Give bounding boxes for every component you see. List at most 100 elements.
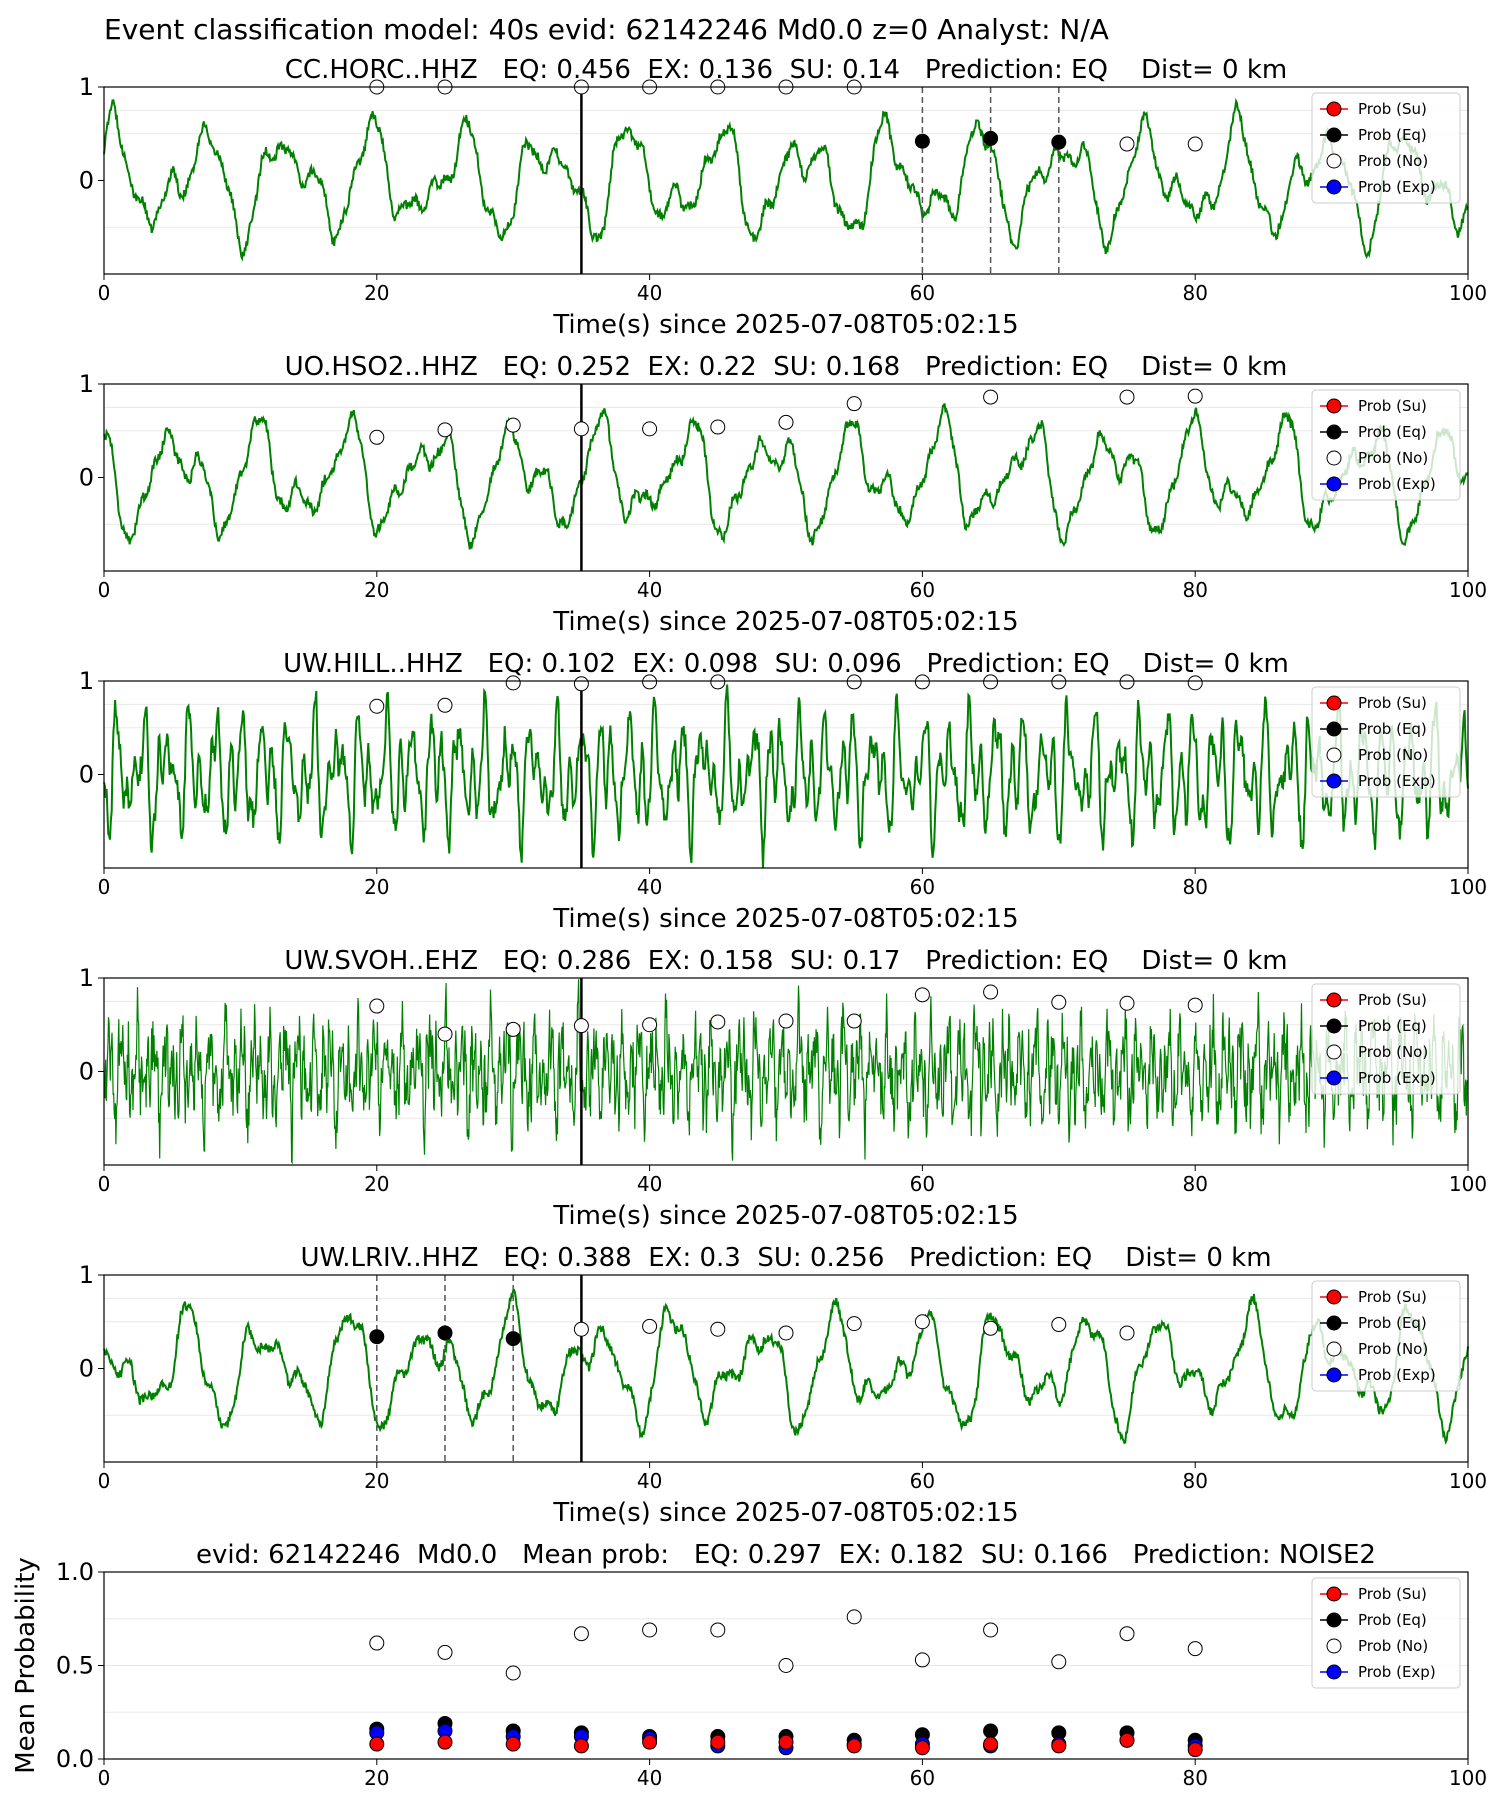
legend-label: Prob (Exp): [1358, 1366, 1436, 1384]
prob-no-point: [505, 1665, 521, 1681]
x-tick-label: 40: [637, 1172, 662, 1196]
prob-no-point: [983, 1320, 999, 1336]
legend-marker: [1326, 1044, 1342, 1060]
prob-su-point: [437, 1734, 453, 1750]
prob-no-point: [573, 676, 589, 692]
prob-su-point: [983, 1736, 999, 1752]
x-tick-label: 80: [1182, 1172, 1207, 1196]
prob-su-point: [1187, 1742, 1203, 1758]
legend-marker: [1326, 476, 1342, 492]
y-tick-label: 1.0: [56, 1558, 94, 1586]
legend-label: Prob (Su): [1358, 100, 1427, 118]
prob-no-point: [846, 1013, 862, 1029]
waveform-trace: [103, 403, 1469, 550]
legend-marker: [1326, 1070, 1342, 1086]
prob-eq-point: [914, 133, 930, 149]
legend-label: Prob (Su): [1358, 1585, 1427, 1603]
prob-no-point: [710, 1321, 726, 1337]
prob-no-point: [369, 998, 385, 1014]
x-tick-label: 100: [1449, 1172, 1487, 1196]
prob-no-point: [846, 1316, 862, 1332]
prob-no-point: [437, 422, 453, 438]
legend-marker: [1326, 1341, 1342, 1357]
prob-su-point: [710, 1734, 726, 1750]
x-tick-label: 40: [637, 578, 662, 602]
prob-no-point: [1119, 136, 1135, 152]
x-tick-label: 40: [637, 875, 662, 899]
y-tick-label: 0: [79, 167, 94, 195]
prob-no-point: [778, 1658, 794, 1673]
legend-marker: [1326, 101, 1342, 117]
y-tick-label: 0.0: [56, 1745, 94, 1773]
legend-label: Prob (Exp): [1358, 475, 1436, 493]
x-tick-label: 20: [364, 1172, 389, 1196]
legend-label: Prob (Eq): [1358, 423, 1427, 441]
legend-marker: [1326, 398, 1342, 414]
x-tick-label: 20: [364, 1766, 389, 1790]
legend-marker: [1326, 424, 1342, 440]
x-axis-label: Time(s) since 2025-07-08T05:02:15: [552, 1498, 1018, 1528]
y-tick-label: 0: [79, 1355, 94, 1383]
prob-no-point: [846, 1609, 862, 1625]
legend-label: Prob (Exp): [1358, 178, 1436, 196]
x-tick-label: 40: [637, 281, 662, 305]
x-tick-label: 0: [98, 1172, 111, 1196]
prob-no-point: [642, 1622, 658, 1638]
x-tick-label: 100: [1449, 1469, 1487, 1493]
prob-su-point: [642, 1734, 658, 1750]
x-tick-label: 60: [910, 578, 935, 602]
prob-no-point: [573, 1626, 589, 1642]
y-tick-label: 1: [79, 370, 94, 398]
legend-marker: [1326, 773, 1342, 789]
legend-marker: [1326, 1018, 1342, 1034]
legend-label: Prob (Exp): [1358, 1663, 1436, 1681]
prob-no-point: [1119, 995, 1135, 1011]
y-axis-label: Mean Probability: [11, 1557, 41, 1774]
prob-no-point: [1119, 1626, 1135, 1642]
legend-marker: [1326, 695, 1342, 711]
x-tick-label: 60: [910, 1766, 935, 1790]
prob-su-point: [573, 1738, 589, 1754]
x-tick-label: 20: [364, 578, 389, 602]
prob-no-point: [1187, 997, 1203, 1013]
x-tick-label: 100: [1449, 1766, 1487, 1790]
panel-title: UW.LRIV..HHZ EQ: 0.388 EX: 0.3 SU: 0.256…: [300, 1243, 1271, 1273]
prob-no-point: [914, 1652, 930, 1668]
prob-no-point: [710, 1622, 726, 1638]
x-tick-label: 80: [1182, 875, 1207, 899]
waveform-trace: [103, 979, 1469, 1165]
prob-su-point: [1051, 1738, 1067, 1754]
legend-marker: [1326, 1586, 1342, 1602]
prob-no-point: [846, 674, 862, 690]
prob-su-point: [369, 1736, 385, 1752]
prob-no-point: [983, 984, 999, 1000]
legend-label: Prob (Exp): [1358, 772, 1436, 790]
prob-no-point: [437, 1644, 453, 1660]
y-tick-label: 1: [79, 1261, 94, 1289]
x-tick-label: 60: [910, 1469, 935, 1493]
x-tick-label: 0: [98, 281, 111, 305]
y-tick-label: 1: [79, 73, 94, 101]
legend-marker: [1326, 1612, 1342, 1628]
legend-marker: [1326, 1315, 1342, 1331]
prob-no-point: [846, 396, 862, 412]
figure-suptitle: Event classification model: 40s evid: 62…: [104, 13, 1109, 46]
prob-no-point: [1119, 389, 1135, 405]
panel-title: UW.SVOH..EHZ EQ: 0.286 EX: 0.158 SU: 0.1…: [284, 946, 1287, 976]
prob-no-point: [1119, 674, 1135, 690]
prob-no-point: [710, 1014, 726, 1030]
legend-label: Prob (Eq): [1358, 1017, 1427, 1035]
x-tick-label: 0: [98, 875, 111, 899]
legend-label: Prob (Su): [1358, 991, 1427, 1009]
legend-marker: [1326, 127, 1342, 143]
prob-no-point: [573, 1321, 589, 1337]
y-tick-label: 0: [79, 761, 94, 789]
y-tick-label: 1: [79, 667, 94, 695]
prob-no-point: [642, 674, 658, 690]
x-tick-label: 0: [98, 578, 111, 602]
legend-marker: [1326, 747, 1342, 763]
prob-eq-point: [983, 1723, 999, 1739]
legend-label: Prob (Eq): [1358, 1314, 1427, 1332]
legend-marker: [1326, 153, 1342, 169]
